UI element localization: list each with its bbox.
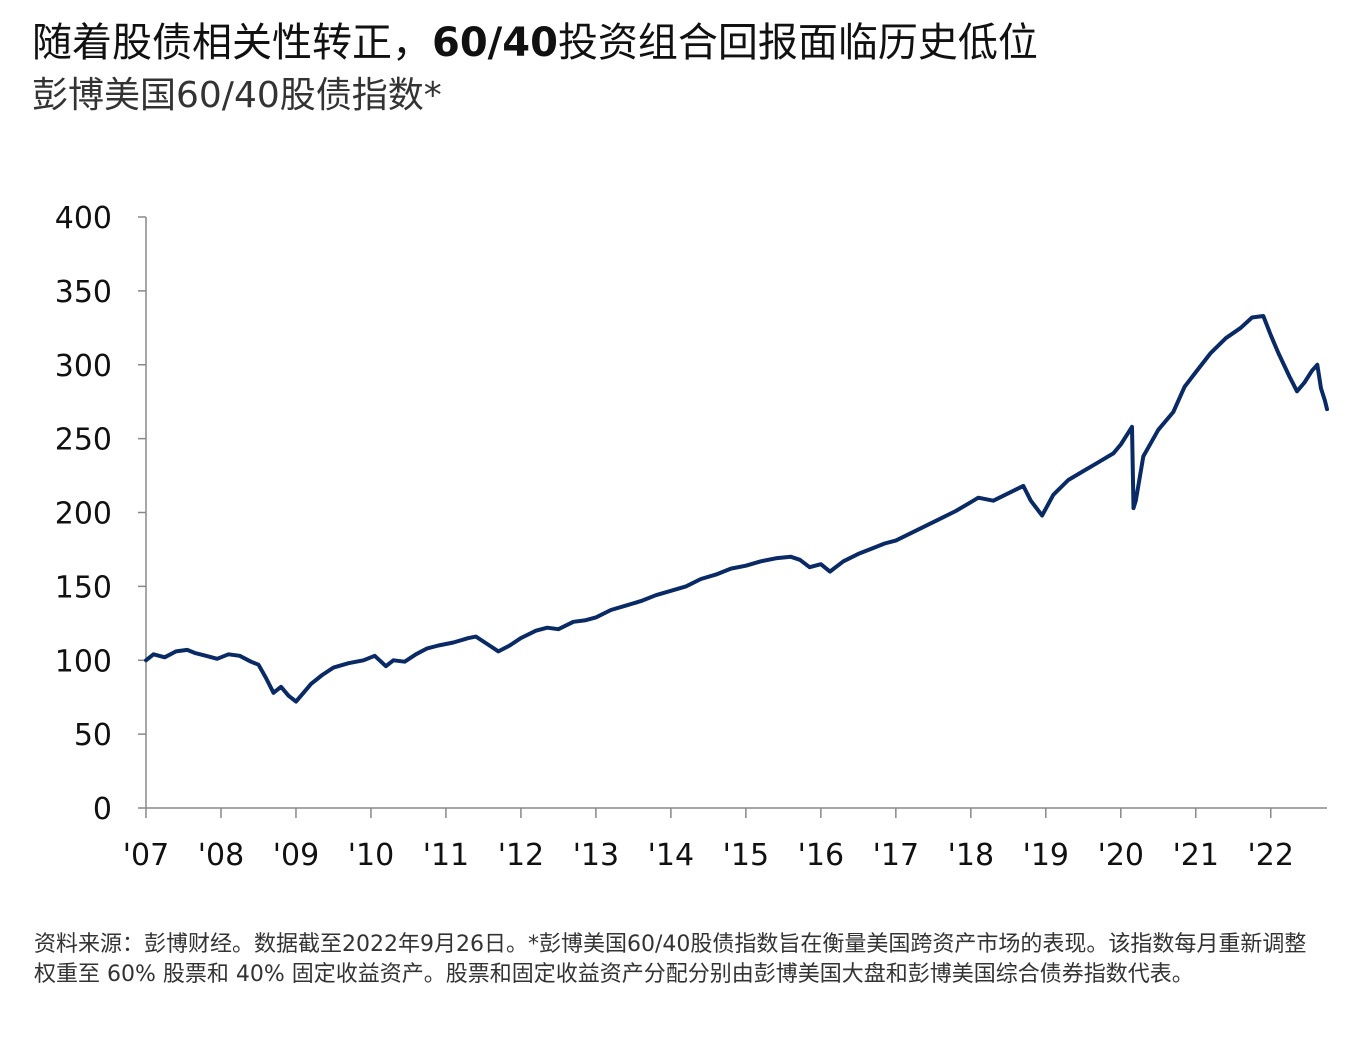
x-tick-label: '15 (723, 838, 769, 873)
x-tick-label: '21 (1173, 838, 1219, 873)
source-footnote: 资料来源：彭博财经。数据截至2022年9月26日。*彭博美国60/40股债指数旨… (34, 932, 1307, 987)
x-tick-label: '18 (948, 838, 994, 873)
x-tick-label: '16 (798, 838, 844, 873)
series-line (144, 314, 1329, 704)
y-tick-label: 250 (55, 423, 112, 458)
chart-axes: 0 50 100 150 200 250 300 350 400 '07 '08 '09 '10 '11 '… (55, 201, 1327, 873)
y-tick-label: 350 (55, 275, 112, 310)
chart-subtitle: 彭博美国60/40股债指数* (32, 75, 442, 116)
x-tick-label: '07 (123, 838, 169, 873)
x-tick-label: '19 (1023, 838, 1069, 873)
title-text: 随着股债相关性转正， (32, 20, 432, 66)
chart-series (144, 314, 1329, 704)
y-tick-label: 400 (55, 201, 112, 236)
y-tick-label: 50 (74, 718, 112, 753)
x-tick-label: '11 (423, 838, 469, 873)
line-chart: 0 50 100 150 200 250 300 350 400 '07 '08 '09 '10 '11 '… (55, 201, 1329, 873)
y-tick-label: 0 (93, 792, 112, 827)
x-tick-label: '22 (1248, 838, 1294, 873)
page-title: 随着股债相关性转正，60/40投资组合回报面临历史低位 (32, 14, 1038, 72)
y-tick-label: 150 (55, 570, 112, 605)
y-tick-label: 300 (55, 349, 112, 384)
x-tick-label: '12 (498, 838, 544, 873)
y-tick-label: 100 (55, 644, 112, 679)
x-tick-label: '10 (348, 838, 394, 873)
title-text-end: 投资组合回报面临历史低位 (557, 20, 1038, 66)
title-highlight: 60/40 (432, 20, 558, 66)
x-tick-label: '17 (873, 838, 919, 873)
x-tick-label: '14 (648, 838, 694, 873)
x-tick-label: '09 (273, 838, 319, 873)
x-tick-label: '20 (1098, 838, 1144, 873)
x-tick-label: '13 (573, 838, 619, 873)
x-tick-label: '08 (198, 838, 244, 873)
y-tick-label: 200 (55, 497, 112, 532)
